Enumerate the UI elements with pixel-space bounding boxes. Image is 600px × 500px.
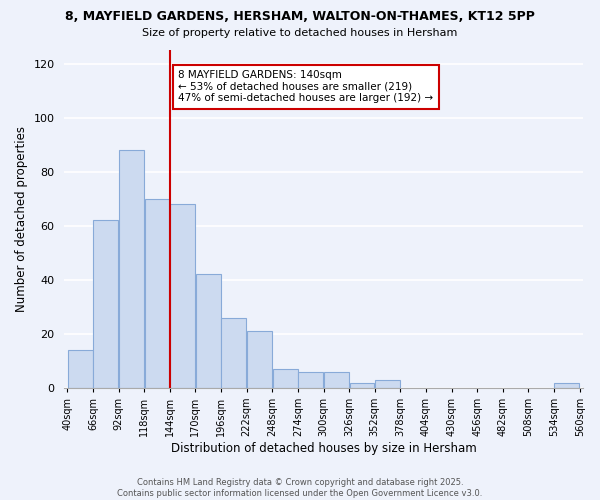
Bar [324, 372, 349, 388]
Text: Size of property relative to detached houses in Hersham: Size of property relative to detached ho… [142, 28, 458, 38]
Bar [68, 350, 92, 388]
Bar [350, 382, 374, 388]
Text: 8 MAYFIELD GARDENS: 140sqm
← 53% of detached houses are smaller (219)
47% of sem: 8 MAYFIELD GARDENS: 140sqm ← 53% of deta… [178, 70, 434, 104]
Bar [375, 380, 400, 388]
Bar [247, 331, 272, 388]
X-axis label: Distribution of detached houses by size in Hersham: Distribution of detached houses by size … [170, 442, 476, 455]
Bar [170, 204, 195, 388]
Bar [145, 198, 169, 388]
Bar [94, 220, 118, 388]
Bar [196, 274, 221, 388]
Text: 8, MAYFIELD GARDENS, HERSHAM, WALTON-ON-THAMES, KT12 5PP: 8, MAYFIELD GARDENS, HERSHAM, WALTON-ON-… [65, 10, 535, 23]
Bar [272, 369, 298, 388]
Bar [221, 318, 246, 388]
Y-axis label: Number of detached properties: Number of detached properties [15, 126, 28, 312]
Bar [298, 372, 323, 388]
Bar [554, 382, 580, 388]
Text: Contains HM Land Registry data © Crown copyright and database right 2025.
Contai: Contains HM Land Registry data © Crown c… [118, 478, 482, 498]
Bar [119, 150, 144, 388]
